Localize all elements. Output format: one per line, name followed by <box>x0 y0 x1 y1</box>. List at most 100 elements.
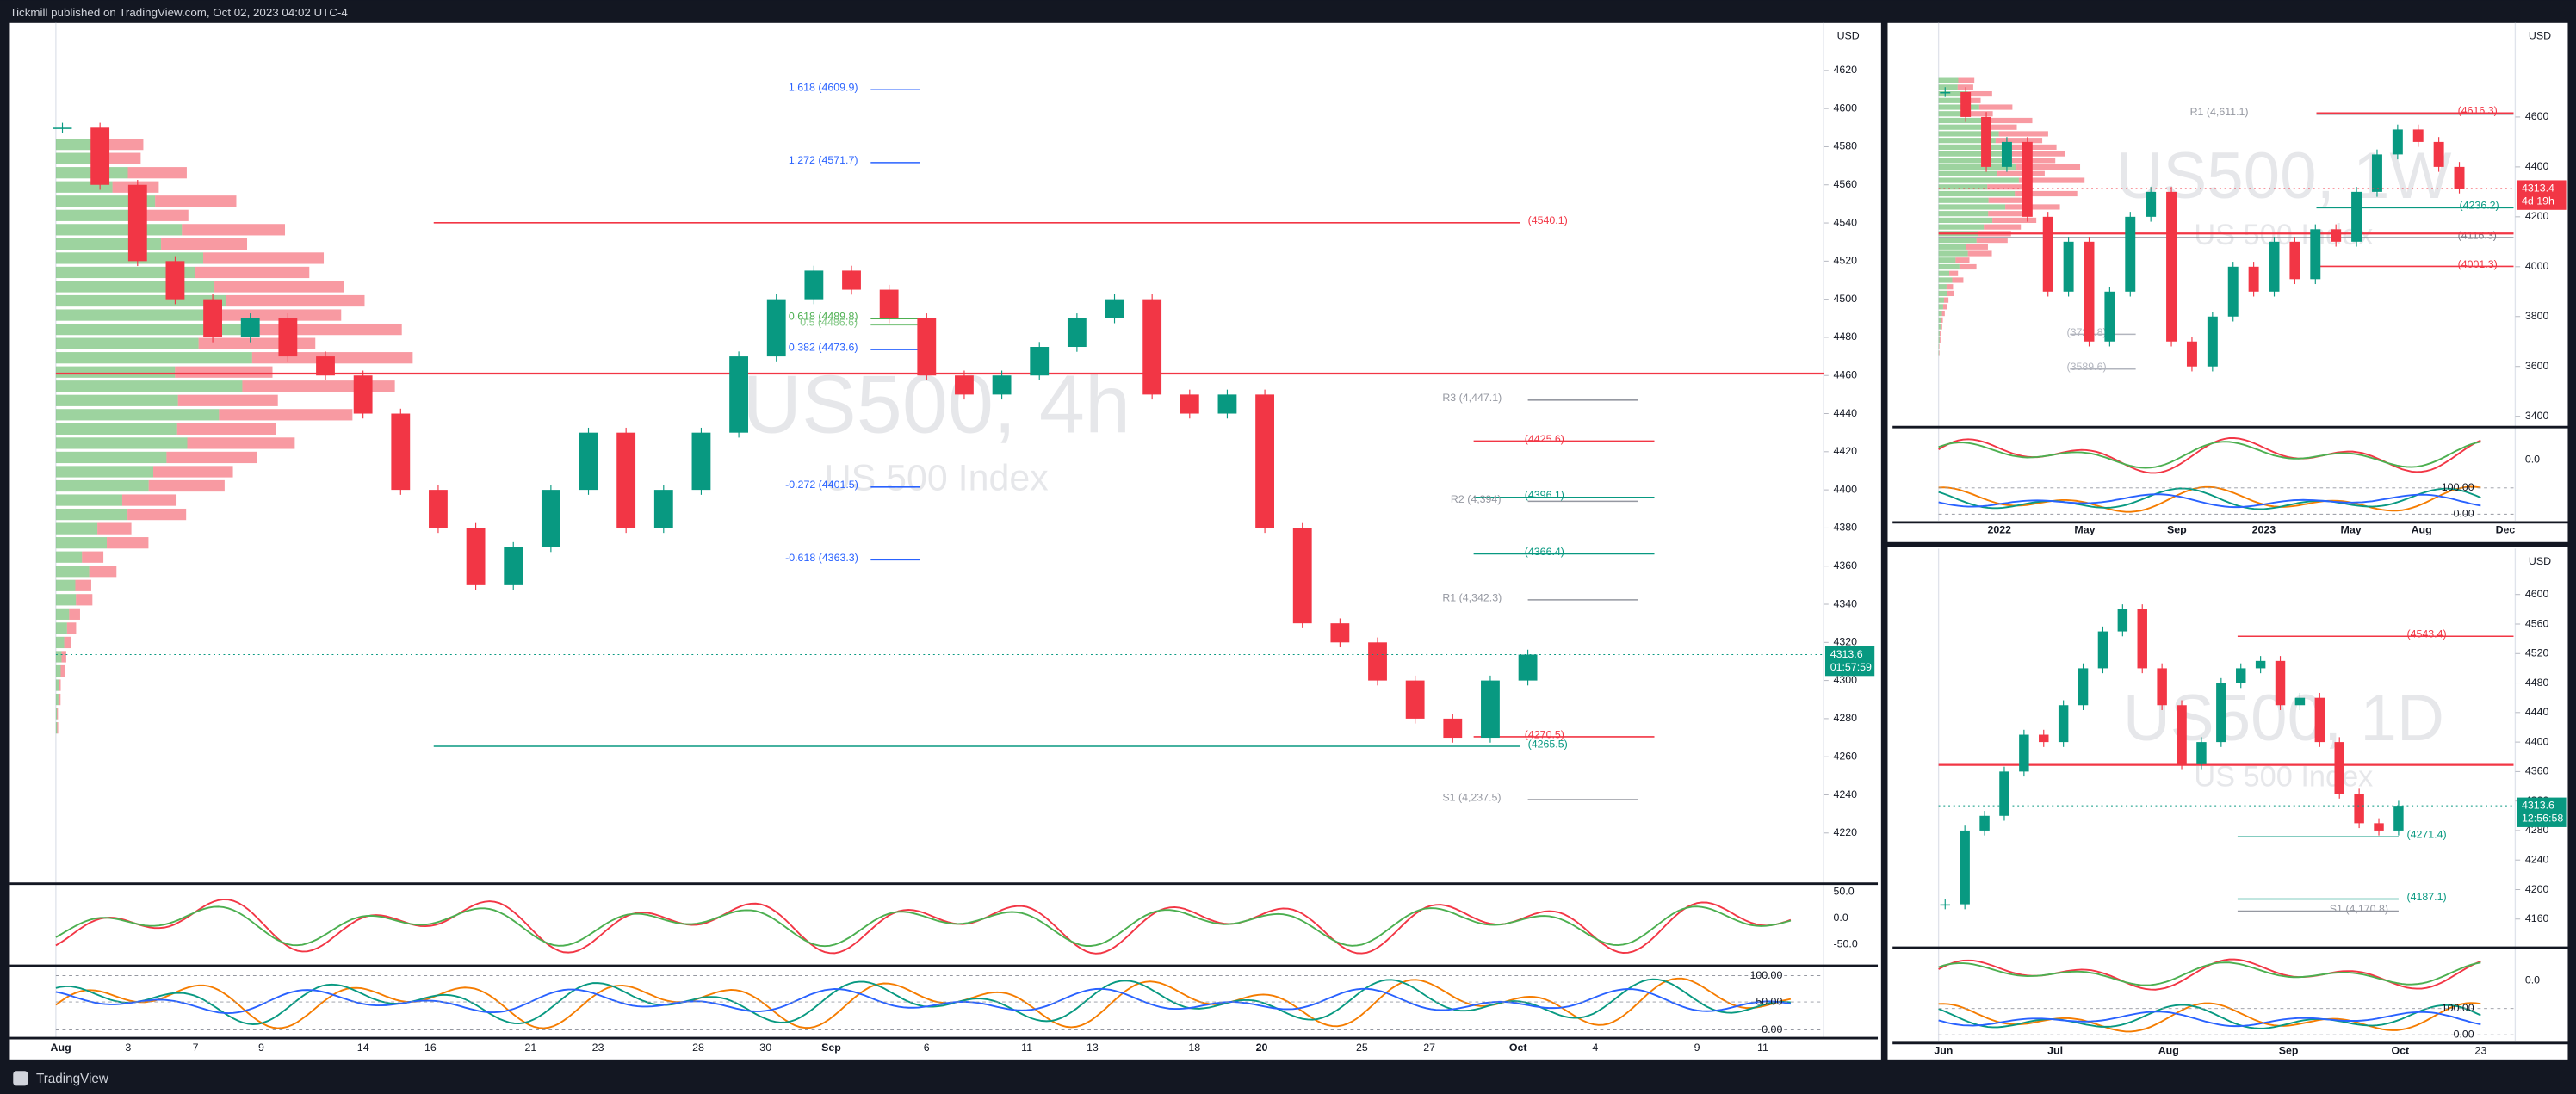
indicator-line <box>1938 485 2481 513</box>
volume-profile-bar <box>1938 197 1989 203</box>
indicator-line <box>55 905 1792 948</box>
price-tag-box <box>2517 797 2567 827</box>
candle <box>2137 609 2147 669</box>
volume-profile-bar <box>1938 77 1959 83</box>
oscillator-tick-label: 100.00 <box>2442 481 2474 493</box>
oscillator-tick-label: 100.00 <box>1749 969 1782 981</box>
brand: TradingView <box>36 1072 109 1086</box>
volume-profile-bar <box>55 537 108 549</box>
volume-profile-bar <box>1938 111 1969 117</box>
candle <box>1180 394 1199 414</box>
volume-profile-bar <box>55 608 70 620</box>
volume-profile-bar <box>1938 250 1968 257</box>
volume-profile-bar <box>107 537 149 549</box>
volume-profile-bar <box>1938 263 1960 270</box>
volume-profile-bar <box>1938 84 1958 90</box>
volume-profile-bar <box>55 479 149 492</box>
candle <box>504 547 523 585</box>
volume-profile-bar <box>1988 197 2030 203</box>
level-label: (4271.4) <box>2406 829 2446 841</box>
volume-profile-bar <box>55 551 83 563</box>
candle <box>2392 129 2403 155</box>
volume-profile-bar <box>1967 250 1992 257</box>
y-tick-label: 4600 <box>2525 110 2549 122</box>
x-tick-label: May <box>2074 524 2095 536</box>
indicator-line <box>1938 1004 2481 1029</box>
volume-profile-bar <box>55 566 90 578</box>
candle <box>766 299 786 357</box>
x-tick-label: Sep <box>821 1041 841 1054</box>
candle <box>2058 705 2069 743</box>
volume-profile-bar <box>1938 331 1940 337</box>
volume-profile-bar <box>55 323 246 336</box>
volume-profile-bar <box>55 309 214 321</box>
candle <box>2294 697 2306 706</box>
volume-profile-bar <box>55 423 177 435</box>
volume-profile-bar <box>97 522 132 535</box>
volume-profile-bar <box>1938 151 2009 157</box>
volume-profile-bar <box>1992 217 2037 224</box>
y-tick-label: 4540 <box>1834 216 1858 228</box>
x-tick-label: 7 <box>193 1041 199 1054</box>
candle <box>2236 668 2246 683</box>
x-tick-label: 11 <box>1021 1041 1032 1054</box>
countdown: 4d 19h <box>2522 195 2554 207</box>
candle <box>579 432 598 491</box>
volume-profile-bar <box>1978 104 2013 110</box>
indicator-line <box>1938 1002 2481 1033</box>
level-label: R3 (4,447.1) <box>1442 392 1502 404</box>
indicator-line <box>1938 1011 2481 1028</box>
volume-profile-bar <box>1938 144 2003 150</box>
x-tick-label: Sep <box>2279 1045 2299 1057</box>
volume-profile-bar <box>69 608 80 620</box>
y-tick-label: 4440 <box>2525 706 2549 718</box>
volume-profile-bar <box>1938 317 1941 323</box>
volume-profile-bar <box>148 479 225 492</box>
candle <box>2063 241 2074 292</box>
volume-profile-bar <box>176 423 276 435</box>
volume-profile-bar <box>1938 131 1999 137</box>
candle <box>53 127 72 129</box>
level-label: (4236.2) <box>2460 200 2499 212</box>
volume-profile-bar <box>55 451 167 464</box>
volume-profile-bar <box>1943 297 1949 303</box>
volume-profile-bar <box>55 366 176 378</box>
price-tag: 4313.4 <box>2522 182 2554 194</box>
volume-profile-bar <box>1938 297 1944 303</box>
x-tick-label: 28 <box>692 1041 704 1054</box>
y-tick-label: 4560 <box>2525 617 2549 629</box>
candle <box>2166 191 2177 342</box>
y-tick-label: 4280 <box>1834 712 1858 724</box>
indicator-tick-label: 50.0 <box>1834 885 1855 897</box>
volume-profile-bar <box>2005 204 2060 210</box>
volume-profile-bar <box>1997 170 2045 176</box>
volume-profile-bar <box>55 594 77 606</box>
y-tick-label: 4240 <box>1834 788 1858 800</box>
x-tick-label: 30 <box>759 1041 771 1054</box>
volume-profile-bar <box>226 294 365 307</box>
candle <box>391 413 411 491</box>
y-tick-label: 4220 <box>1834 826 1858 838</box>
level-label: (4270.5) <box>1525 728 1564 740</box>
level-label: (4001.3) <box>2458 258 2498 270</box>
y-tick-label: 4480 <box>2525 677 2549 689</box>
x-tick-label: 27 <box>1423 1041 1435 1054</box>
y-tick-label: 4200 <box>2525 210 2549 222</box>
candle <box>2314 697 2325 743</box>
candle <box>1443 718 1463 739</box>
candle <box>1518 654 1538 681</box>
volume-profile-bar <box>1940 324 1942 330</box>
volume-profile-bar <box>55 409 220 421</box>
y-tick-label: 4600 <box>1834 102 1858 114</box>
volume-profile-bar <box>55 494 122 506</box>
candle <box>917 318 937 376</box>
volume-profile-bar <box>55 651 62 663</box>
volume-profile-bar <box>195 266 310 279</box>
volume-profile-bar <box>1938 311 1942 317</box>
volume-profile-bar <box>1938 304 1943 310</box>
volume-profile-bar <box>219 409 353 421</box>
volume-profile-bar <box>1938 350 1940 356</box>
indicator-tick-label: 0.0 <box>1834 912 1848 924</box>
